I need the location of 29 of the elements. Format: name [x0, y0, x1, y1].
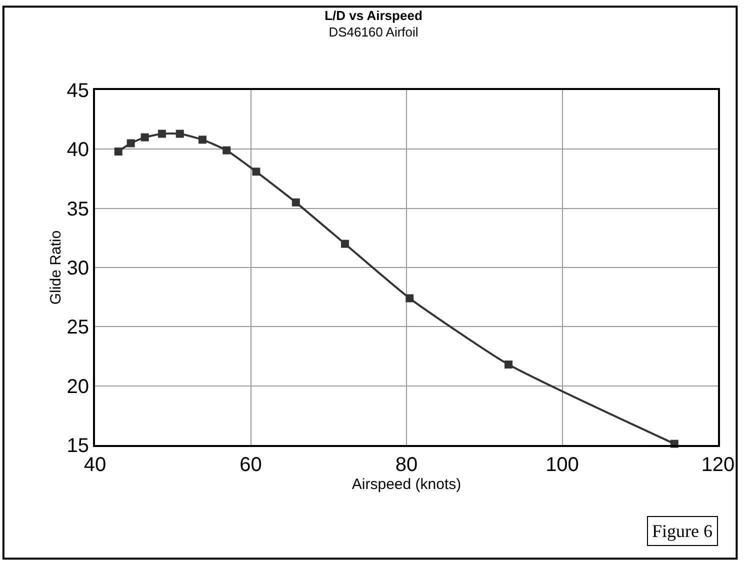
y-tick-label: 30	[66, 258, 89, 280]
x-tick-label: 60	[240, 454, 262, 476]
y-tick-label: 45	[66, 80, 89, 102]
chart-subtitle: DS46160 Airfoil	[328, 24, 418, 40]
y-tick-label: 25	[66, 316, 89, 339]
x-tick-label: 40	[84, 454, 106, 476]
chart-title: L/D vs Airspeed	[324, 8, 422, 23]
point	[292, 198, 300, 206]
point	[222, 146, 231, 154]
caption: Figure 6	[652, 521, 712, 541]
point	[252, 168, 260, 176]
y-tick-label: 20	[66, 376, 89, 398]
y-tick-label: 40	[66, 139, 89, 162]
point	[198, 136, 206, 144]
y-tick-label: 15	[66, 435, 89, 457]
point	[140, 133, 149, 142]
point	[158, 130, 166, 138]
point	[126, 139, 135, 148]
x-tick-label: 120	[701, 454, 735, 476]
point	[176, 130, 184, 138]
point	[406, 294, 414, 302]
point	[340, 240, 349, 248]
point	[504, 360, 513, 369]
y-tick-label: 35	[66, 198, 89, 220]
x-tick-label: 100	[546, 454, 579, 476]
point	[114, 148, 122, 156]
x-axis-title: Airspeed (knots)	[352, 476, 462, 493]
x-tick-label: 80	[395, 454, 418, 476]
y-axis-title: Glide Ratio	[48, 230, 64, 305]
